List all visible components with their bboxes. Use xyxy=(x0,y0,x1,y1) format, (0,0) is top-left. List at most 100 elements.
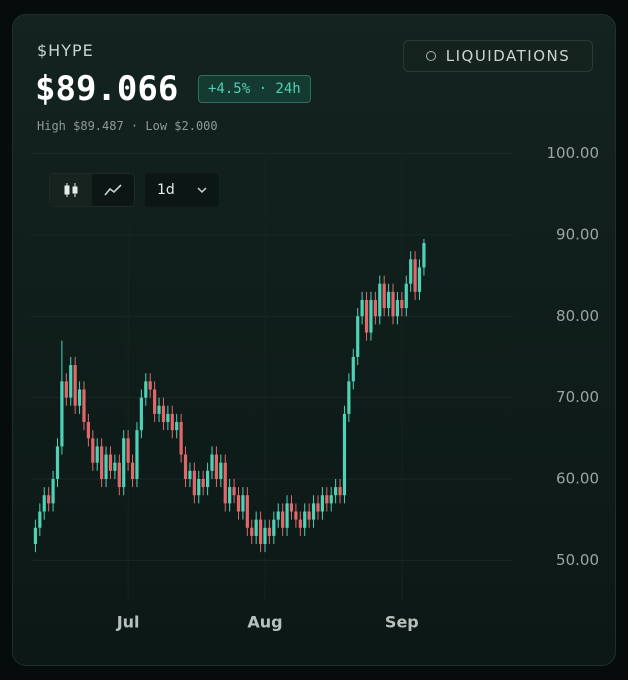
candle-body xyxy=(254,519,258,536)
x-tick-label: Sep xyxy=(385,613,419,632)
change-badge: +4.5% · 24h xyxy=(198,75,311,103)
liquidations-button[interactable]: LIQUIDATIONS xyxy=(403,40,593,72)
x-tick-label: Aug xyxy=(247,613,282,632)
range: High $89.487 · Low $2.000 xyxy=(37,119,218,133)
candle-body xyxy=(334,487,338,496)
candle-body xyxy=(60,381,64,447)
candle-body xyxy=(360,299,364,317)
candle-body xyxy=(395,299,400,317)
candle-body xyxy=(104,454,108,479)
candle-body xyxy=(166,413,170,423)
candle-body xyxy=(73,365,77,406)
candle-body xyxy=(170,413,174,431)
chart-type-toggle xyxy=(49,173,135,207)
candle-body xyxy=(378,283,382,317)
candle-body xyxy=(245,495,249,528)
y-tick-label: 100.00 xyxy=(547,144,600,162)
candle-body xyxy=(117,462,121,488)
candle-body xyxy=(223,462,227,504)
candle-body xyxy=(329,495,333,504)
candle-body xyxy=(258,519,263,545)
candle-body xyxy=(69,365,73,398)
candle-body xyxy=(86,422,90,439)
candle-body xyxy=(263,527,267,545)
candle-body xyxy=(267,527,272,536)
candle-body xyxy=(64,381,68,398)
candle-body xyxy=(153,389,157,414)
candle-body xyxy=(210,454,214,471)
candle-body xyxy=(38,511,42,528)
y-tick-label: 90.00 xyxy=(556,225,599,243)
candle-body xyxy=(175,422,179,431)
candle-body xyxy=(33,527,38,545)
candle-body xyxy=(338,487,342,496)
candle-body xyxy=(130,462,135,479)
candle-body xyxy=(82,389,86,423)
icon xyxy=(197,187,207,194)
y-tick-label: 60.00 xyxy=(556,469,599,487)
candle-body xyxy=(95,446,99,463)
candle-body xyxy=(409,259,413,284)
candle-body xyxy=(135,430,139,479)
candle-body xyxy=(391,291,395,317)
candle-body xyxy=(91,438,95,463)
candle-body xyxy=(351,356,355,382)
candle-body xyxy=(316,503,320,512)
candle-body xyxy=(382,283,386,309)
candle-body xyxy=(55,446,60,479)
candle-button[interactable] xyxy=(50,174,92,206)
candle-body xyxy=(413,259,417,292)
candle-body xyxy=(192,470,196,496)
candle-body xyxy=(161,405,166,423)
candle-body xyxy=(307,511,311,520)
candle-body xyxy=(400,299,404,309)
candle-body xyxy=(320,495,324,512)
candle-body xyxy=(148,381,152,390)
candle-body xyxy=(113,462,117,471)
candle-body xyxy=(47,495,51,504)
candle-body xyxy=(157,405,161,414)
candle-body xyxy=(422,243,426,268)
candle-body xyxy=(294,511,298,520)
candle-body xyxy=(298,519,302,528)
icon xyxy=(64,183,78,197)
candle-body xyxy=(347,381,351,414)
candle-body xyxy=(205,470,210,488)
candle-body xyxy=(219,462,223,479)
candle-body xyxy=(179,422,183,455)
line-button[interactable] xyxy=(92,174,134,206)
interval-select[interactable]: 1d xyxy=(145,173,219,207)
candle-body xyxy=(228,487,232,504)
candle-body xyxy=(303,511,307,528)
y-tick-label: 50.00 xyxy=(556,551,599,569)
icon xyxy=(104,184,122,196)
candle-body xyxy=(214,454,219,479)
candle-body xyxy=(108,454,113,471)
candle-body xyxy=(272,519,276,536)
candle-body xyxy=(236,495,241,512)
label: 1d xyxy=(157,182,175,198)
price-card: 50.00 60.00 70.00 80.00 90.00 100.00 Jul Aug Sep… xyxy=(12,14,616,666)
candle-body xyxy=(100,446,104,479)
candle-body xyxy=(77,389,82,406)
candle-body xyxy=(197,478,201,496)
candle-body xyxy=(250,527,254,536)
candle-body xyxy=(369,299,373,333)
candle-body xyxy=(311,503,316,520)
candle-body xyxy=(373,299,377,317)
candle-body xyxy=(356,316,360,357)
candle-body xyxy=(289,503,294,512)
candle-body xyxy=(183,454,188,479)
icon xyxy=(425,51,436,61)
candle-body xyxy=(188,470,192,479)
candle-body xyxy=(241,495,245,512)
label: LIQUIDATIONS xyxy=(445,47,571,65)
chart: 50.00 60.00 70.00 80.00 90.00 100.00 Jul Aug Sep xyxy=(31,121,600,632)
candle-body xyxy=(232,487,236,496)
candle-body xyxy=(342,413,347,496)
candle-body xyxy=(364,299,369,333)
candle-body xyxy=(276,511,280,520)
candle-body xyxy=(139,397,143,431)
candle-body xyxy=(42,495,46,512)
